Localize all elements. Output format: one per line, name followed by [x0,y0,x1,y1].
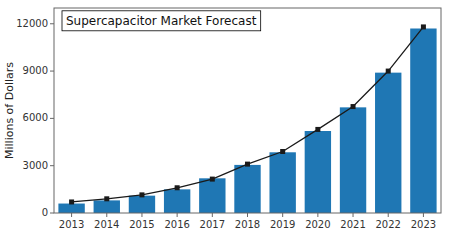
y-tick [50,213,54,214]
bar [58,204,84,213]
x-tick-label: 2022 [376,219,401,230]
marker [69,199,74,204]
marker [210,177,215,182]
y-tick-label: 0 [42,207,48,218]
x-tick [388,213,389,217]
bar [94,200,120,213]
marker [351,104,356,109]
x-tick-label: 2016 [164,219,189,230]
x-tick [317,213,318,217]
title: Supercapacitor Market Forecast [66,14,257,28]
chart: 0 3000 6000 9000 12000 2013 2014 2015 2016 2017 20… [0,0,451,237]
line [72,27,424,202]
marker [139,192,144,197]
bar [199,178,225,213]
plot-marks [58,24,436,213]
x-tick [212,213,213,217]
x-tick [423,213,424,217]
x-tick-label: 2015 [129,219,154,230]
bar [305,131,331,213]
bar [269,152,295,213]
marker [104,196,109,201]
bar [340,107,366,213]
x-tick-label: 2017 [200,219,225,230]
x-tick-label: 2020 [305,219,330,230]
marker [386,69,391,74]
y-tick-label: 6000 [23,112,48,123]
x-tick [353,213,354,217]
x-tick [247,213,248,217]
x-tick-label: 2023 [411,219,436,230]
y-tick-label: 12000 [16,18,48,29]
x-tick [177,213,178,217]
x-tick [71,213,72,217]
y-tick [50,23,54,24]
marker [280,149,285,154]
x-tick [282,213,283,217]
marker [421,24,426,29]
x-tick-label: 2021 [340,219,365,230]
marker [245,162,250,167]
y-tick [50,165,54,166]
plot-frame [54,8,441,213]
x-tick [141,213,142,217]
bar [375,73,401,213]
y-tick-label: 9000 [23,65,48,76]
x-tick-label: 2018 [235,219,260,230]
bar [164,189,190,213]
y-tick [50,71,54,72]
x-tick [106,213,107,217]
title-box [62,11,261,31]
marker [315,127,320,132]
bar [129,196,155,213]
y-axis-label: Millions of Dollars [3,62,16,159]
x-tick-label: 2014 [94,219,119,230]
bar [410,29,436,214]
bar [234,165,260,213]
y-tick-label: 3000 [23,160,48,171]
y-tick [50,118,54,119]
marker [175,185,180,190]
x-tick-label: 2019 [270,219,295,230]
x-tick-label: 2013 [59,219,84,230]
